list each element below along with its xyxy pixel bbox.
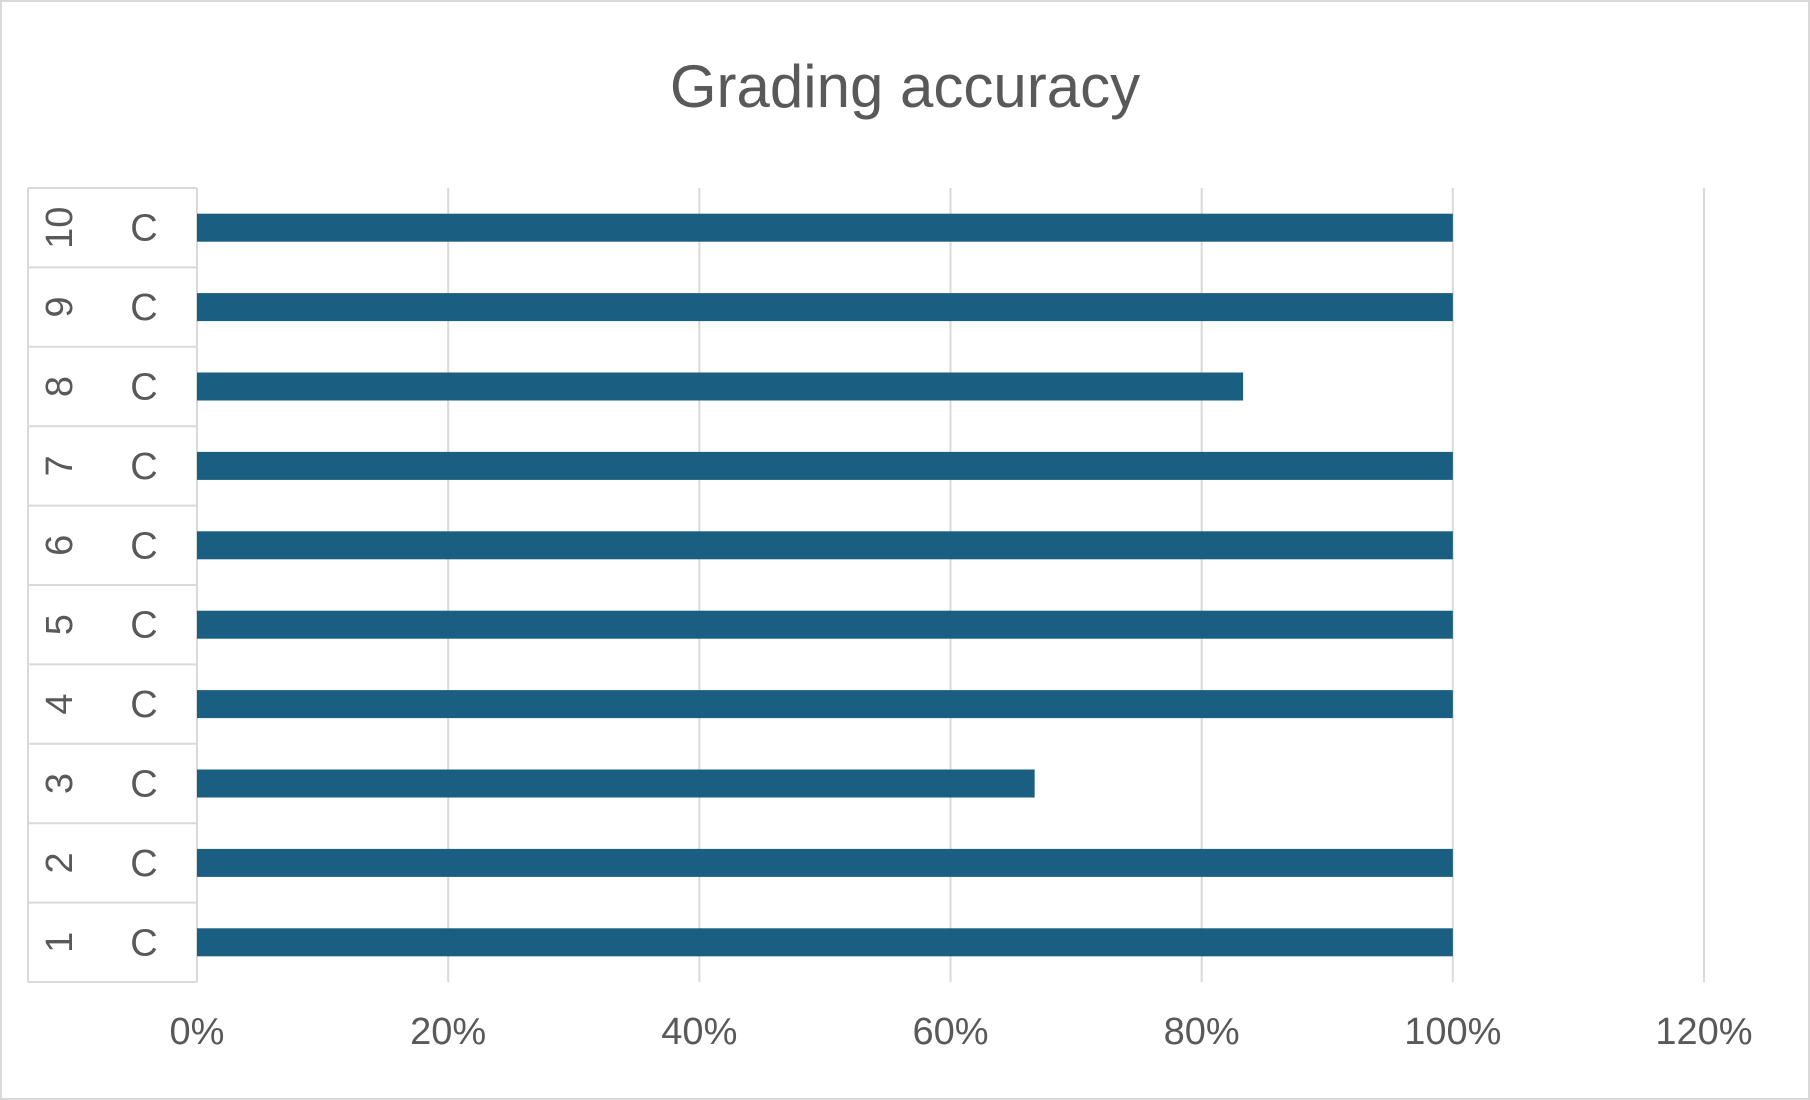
category-inner-label: C [130, 764, 157, 806]
bar [197, 928, 1453, 957]
category-inner-label: C [130, 287, 157, 329]
category-outer-label: 10 [39, 207, 81, 249]
bars [197, 213, 1453, 957]
bar [197, 372, 1244, 401]
category-outer-label: 9 [39, 297, 81, 318]
bar [197, 293, 1453, 322]
x-tick-label: 20% [410, 1011, 486, 1053]
x-axis-ticks: 0% 20% 40% 60% 80% 100% 120% [170, 1011, 1753, 1053]
category-outer-label: 7 [39, 455, 81, 476]
bar [197, 531, 1453, 560]
category-inner-label: C [130, 208, 157, 250]
category-inner-label: C [130, 684, 157, 726]
category-outer-label: 3 [39, 773, 81, 794]
x-tick-label: 80% [1164, 1011, 1240, 1053]
bar [197, 848, 1453, 877]
category-outer-label: 8 [39, 376, 81, 397]
category-inner-label: C [130, 605, 157, 647]
category-inner-label: C [130, 446, 157, 488]
bar [197, 610, 1453, 639]
category-outer-label: 2 [39, 852, 81, 873]
bar [197, 451, 1453, 480]
x-tick-label: 60% [912, 1011, 988, 1053]
x-tick-label: 120% [1655, 1011, 1752, 1053]
bar [197, 213, 1453, 242]
chart-title: Grading accuracy [670, 53, 1140, 120]
category-inner-label: C [130, 922, 157, 964]
category-outer-label: 4 [39, 694, 81, 715]
bar [197, 769, 1035, 798]
x-tick-label: 0% [170, 1011, 225, 1053]
category-axis: C 1 C 2 C 3 C 4 C 5 C 6 C 7 C 8 C 9 C 10 [27, 187, 198, 983]
x-tick-label: 40% [661, 1011, 737, 1053]
category-inner-label: C [130, 525, 157, 567]
bar [197, 690, 1453, 719]
category-inner-label: C [130, 367, 157, 409]
x-tick-label: 100% [1404, 1011, 1501, 1053]
category-outer-label: 5 [39, 614, 81, 635]
category-outer-label: 6 [39, 535, 81, 556]
category-inner-label: C [130, 843, 157, 885]
category-outer-label: 1 [39, 932, 81, 953]
